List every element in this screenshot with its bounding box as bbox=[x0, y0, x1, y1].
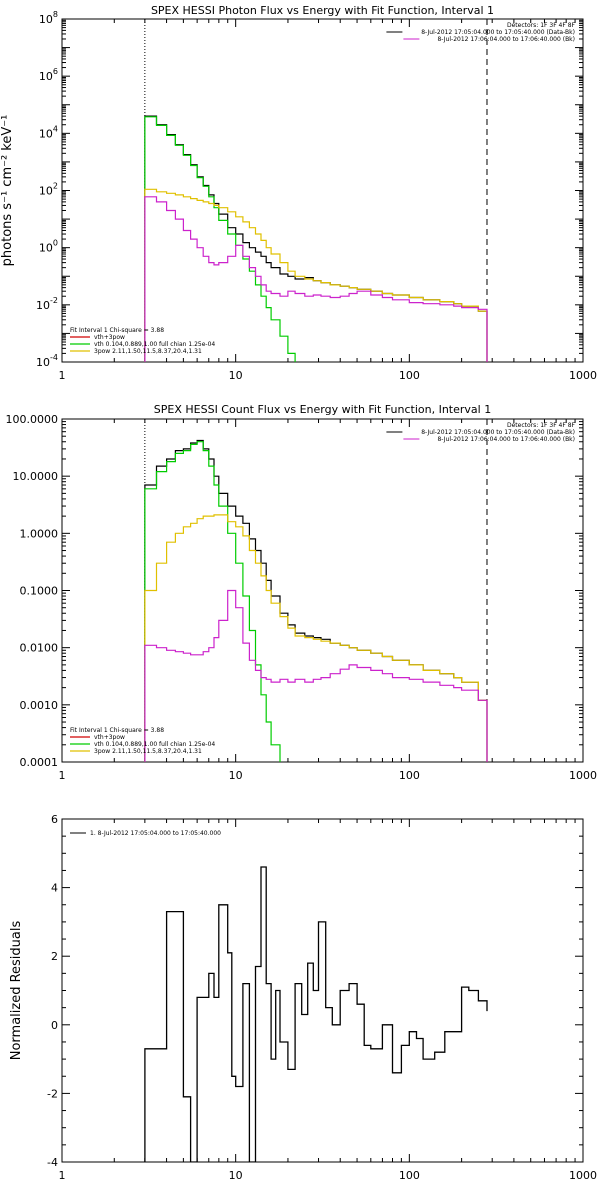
y-tick-label: -4 bbox=[47, 1156, 58, 1169]
info-line: Detectors: 1F 3F 4F 8F bbox=[507, 422, 576, 429]
info-line: Detectors: 1F 3F 4F 8F bbox=[507, 22, 576, 29]
series-1-line bbox=[144, 441, 281, 762]
y-tick-label: -2 bbox=[47, 1087, 58, 1100]
y-tick-label: 10-4 bbox=[36, 353, 58, 369]
y-tick-label: 10-2 bbox=[36, 296, 58, 312]
y-tick-label: 106 bbox=[39, 67, 58, 83]
info-line: 8-Jul-2012 17:06:04.000 to 17:06:40.000 … bbox=[437, 36, 575, 43]
legend-text: 1. 8-Jul-2012 17:05:04.000 to 17:05:40.0… bbox=[90, 830, 221, 837]
series-3-line bbox=[144, 589, 488, 762]
count-flux-panel: SPEX HESSI Count Flux vs Energy with Fit… bbox=[6, 403, 598, 782]
fit-legend-text: vth 0.104,0.889,1.00 full chian 1.25e-04 bbox=[94, 341, 215, 348]
y-tick-label: 1.0000 bbox=[20, 527, 59, 540]
fit-legend-text: 3pow 2.11,1.50,11.5,8.37,20.4,1.31 bbox=[94, 348, 202, 355]
fit-legend-text: 3pow 2.11,1.50,11.5,8.37,20.4,1.31 bbox=[94, 748, 202, 755]
info-line: 8-Jul-2012 17:05:04.000 to 17:05:40.000 … bbox=[421, 29, 575, 36]
y-tick-label: 102 bbox=[39, 182, 58, 198]
y-tick-label: 0 bbox=[51, 1019, 58, 1032]
chart-title: SPEX HESSI Photon Flux vs Energy with Fi… bbox=[151, 4, 494, 17]
x-tick-label: 1 bbox=[59, 369, 66, 382]
y-tick-label: 100.0000 bbox=[6, 413, 59, 426]
y-tick-label: 0.1000 bbox=[20, 585, 59, 598]
info-line: 8-Jul-2012 17:05:04.000 to 17:05:40.000 … bbox=[421, 429, 575, 436]
x-tick-label: 100 bbox=[399, 1169, 420, 1182]
y-tick-label: 0.0010 bbox=[20, 699, 59, 712]
plot-frame bbox=[61, 418, 584, 763]
x-tick-label: 1000 bbox=[569, 769, 597, 782]
series-0-line bbox=[144, 866, 488, 1162]
chart-title: SPEX HESSI Count Flux vs Energy with Fit… bbox=[154, 403, 491, 416]
y-tick-label: 0.0100 bbox=[20, 642, 59, 655]
series-0-line bbox=[144, 439, 488, 762]
x-tick-label: 1000 bbox=[569, 369, 597, 382]
series-2-line bbox=[144, 188, 488, 362]
y-tick-label: 2 bbox=[51, 950, 58, 963]
fit-legend-text: Fit Interval 1 Chi-square = 3.88 bbox=[70, 327, 164, 334]
y-tick-label: 10.0000 bbox=[13, 470, 59, 483]
y-axis-label: photons s⁻¹ cm⁻² keV⁻¹ bbox=[0, 115, 15, 267]
x-tick-label: 1 bbox=[59, 769, 66, 782]
fit-legend-text: vth 0.104,0.889,1.00 full chian 1.25e-04 bbox=[94, 741, 215, 748]
photon-flux-panel: SPEX HESSI Photon Flux vs Energy with Fi… bbox=[0, 4, 597, 382]
x-tick-label: 1 bbox=[59, 1169, 66, 1182]
fit-legend-text: vth+3pow bbox=[94, 334, 125, 341]
x-tick-label: 1000 bbox=[569, 1169, 597, 1182]
y-tick-label: 0.0001 bbox=[20, 756, 59, 769]
y-axis-label: Normalized Residuals bbox=[9, 921, 24, 1061]
y-tick-label: 104 bbox=[39, 124, 58, 140]
residuals-panel: 1 10 100 1000 -4 -2 0 2 4 6 Normalized Residuals 1.… bbox=[9, 813, 597, 1182]
series-3-line bbox=[144, 196, 488, 362]
y-tick-label: 108 bbox=[39, 10, 58, 26]
x-tick-label: 10 bbox=[229, 769, 243, 782]
fit-legend-text: vth+3pow bbox=[94, 734, 125, 741]
plot-frame bbox=[61, 818, 584, 1163]
fit-legend-text: Fit Interval 1 Chi-square = 3.88 bbox=[70, 727, 164, 734]
y-tick-label: 100 bbox=[39, 239, 58, 255]
info-line: 8-Jul-2012 17:06:04.000 to 17:06:40.000 … bbox=[437, 436, 575, 443]
series-1-line bbox=[144, 116, 296, 362]
y-tick-label: 4 bbox=[51, 882, 58, 895]
x-tick-label: 10 bbox=[229, 1169, 243, 1182]
plot-frame bbox=[61, 18, 584, 363]
series-2-line bbox=[144, 514, 488, 762]
x-tick-label: 100 bbox=[399, 769, 420, 782]
x-tick-label: 100 bbox=[399, 369, 420, 382]
x-tick-label: 10 bbox=[229, 369, 243, 382]
y-tick-label: 6 bbox=[51, 813, 58, 826]
